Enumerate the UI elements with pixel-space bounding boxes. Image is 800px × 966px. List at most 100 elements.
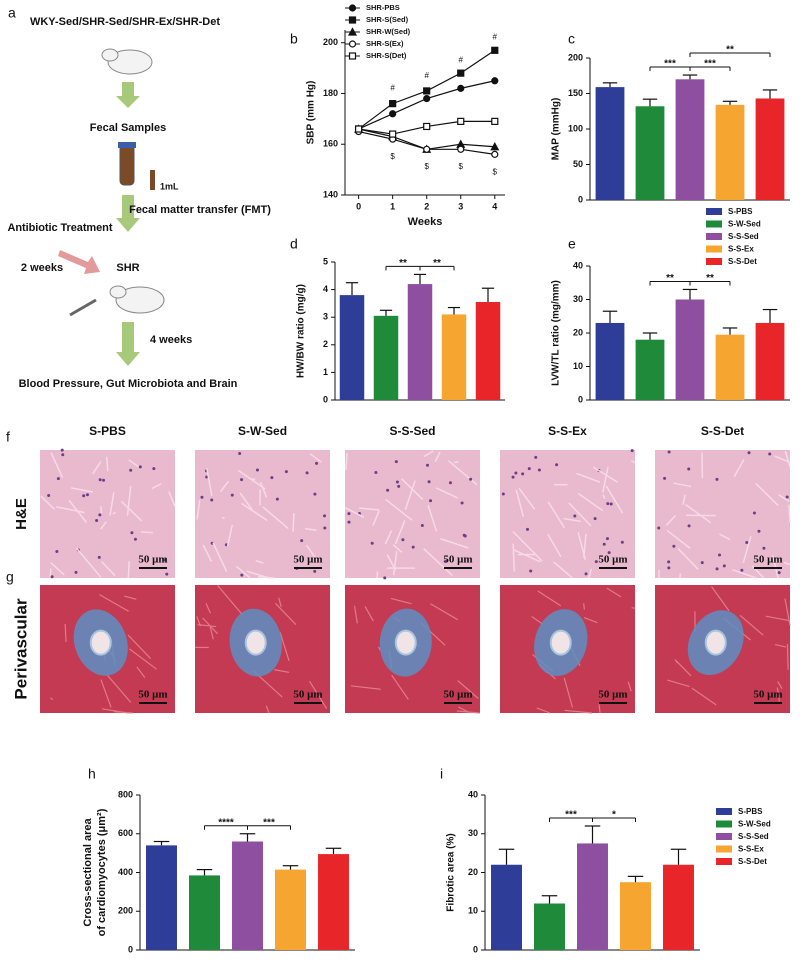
y-tick-label: 800 — [118, 789, 133, 799]
x-tick-label: 0 — [356, 201, 361, 211]
y-axis-label: LVW/TL ratio (mg/mm) — [551, 280, 562, 386]
y-axis-label: Cross-sectional area — [82, 818, 94, 927]
nucleus — [469, 478, 472, 481]
legend-label: SHR-S(Sed) — [366, 15, 409, 24]
nucleus — [210, 498, 213, 501]
y-tick-label: 1 — [323, 367, 328, 377]
marker — [350, 53, 356, 59]
nucleus — [594, 517, 597, 520]
y-axis-label: HW/BW ratio (mg/g) — [296, 284, 307, 378]
scale-bar-label: 50 μm — [443, 689, 472, 701]
bar — [374, 316, 398, 400]
marker — [390, 101, 396, 107]
tissue-texture — [128, 561, 129, 578]
bar — [491, 865, 522, 950]
legend-swatch — [716, 833, 732, 840]
y-tick-label: 0 — [128, 944, 133, 954]
significance-label: *** — [263, 817, 275, 828]
nucleus — [668, 451, 671, 454]
nucleus — [139, 465, 142, 468]
y-tick-label: 20 — [573, 327, 583, 337]
significance-label: ** — [706, 273, 714, 284]
rat-icon — [110, 286, 126, 298]
nucleus — [401, 538, 404, 541]
bar — [596, 323, 625, 400]
y-tick-label: 5 — [323, 256, 328, 266]
annotation: $ — [493, 167, 498, 176]
bar — [636, 106, 665, 200]
scale-bar-label: 50 μm — [753, 554, 782, 566]
legend-label: S-S-Ex — [738, 845, 764, 854]
nucleus — [715, 478, 718, 481]
nucleus — [75, 571, 78, 574]
nucleus — [134, 538, 137, 541]
legend-label: SHR-W(Sed) — [366, 27, 411, 36]
nucleus — [396, 480, 399, 483]
nucleus — [61, 449, 64, 452]
y-tick-label: 600 — [118, 828, 133, 838]
nucleus — [606, 502, 609, 505]
nucleus — [395, 460, 398, 463]
nucleus — [238, 452, 241, 455]
y-axis-label: SBP (mm Hg) — [306, 81, 317, 145]
nucleus — [526, 528, 529, 531]
bar — [534, 904, 565, 951]
annotation: # — [424, 71, 429, 80]
legend-label: SHR-PBS — [366, 3, 400, 12]
nucleus — [667, 566, 670, 569]
vessel-lumen — [396, 631, 416, 655]
annotation: $ — [459, 162, 464, 171]
nucleus — [86, 493, 89, 496]
diagram-text: 2 weeks — [21, 262, 63, 274]
y-tick-label: 160 — [323, 139, 338, 149]
y-tick-label: 400 — [118, 867, 133, 877]
nucleus — [426, 464, 429, 467]
annotation: # — [390, 83, 395, 92]
diagram-text: 4 weeks — [150, 334, 192, 346]
bar — [676, 79, 705, 200]
scale-bar-label: 50 μm — [293, 689, 322, 701]
significance-label: ** — [433, 258, 441, 269]
scale-bar-label: 50 μm — [598, 554, 627, 566]
nucleus — [757, 530, 760, 533]
bar — [756, 98, 785, 200]
panel-letter: e — [568, 236, 576, 252]
row-label: H&E — [13, 498, 30, 530]
column-header: S-S-Sed — [389, 424, 435, 438]
nucleus — [276, 498, 279, 501]
scale-bar-label: 50 μm — [753, 689, 782, 701]
x-tick-label: 4 — [492, 201, 497, 211]
legend-label: S-S-Sed — [738, 832, 769, 841]
bar — [716, 105, 745, 200]
marker — [458, 70, 464, 76]
legend-swatch — [706, 208, 722, 215]
panel-letter: c — [568, 31, 575, 47]
y-tick-label: 40 — [468, 789, 478, 799]
nucleus — [397, 485, 400, 488]
nucleus — [386, 489, 389, 492]
nucleus — [429, 499, 432, 502]
nucleus — [374, 471, 377, 474]
vessel-lumen — [246, 631, 266, 655]
nucleus — [723, 564, 726, 567]
nucleus — [585, 572, 588, 575]
nucleus — [610, 503, 613, 506]
marker — [492, 47, 498, 53]
bar — [340, 295, 364, 400]
bar — [275, 870, 306, 950]
nucleus — [502, 493, 505, 496]
diagram-text: Fecal matter transfer (FMT) — [129, 204, 271, 216]
nucleus — [421, 524, 424, 527]
nucleus — [701, 561, 704, 564]
y-tick-label: 140 — [323, 189, 338, 199]
significance-label: *** — [664, 59, 676, 70]
x-tick-label: 3 — [458, 201, 463, 211]
nucleus — [95, 519, 98, 522]
nucleus — [768, 452, 771, 455]
bar — [476, 302, 500, 400]
nucleus — [240, 574, 243, 577]
scale-bar-label: 50 μm — [443, 554, 472, 566]
y-tick-label: 0 — [578, 394, 583, 404]
y-tick-label: 10 — [468, 906, 478, 916]
marker — [458, 118, 464, 124]
